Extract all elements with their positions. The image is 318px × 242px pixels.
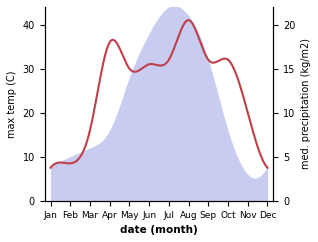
Y-axis label: med. precipitation (kg/m2): med. precipitation (kg/m2): [301, 38, 311, 169]
X-axis label: date (month): date (month): [120, 225, 198, 235]
Y-axis label: max temp (C): max temp (C): [7, 70, 17, 138]
